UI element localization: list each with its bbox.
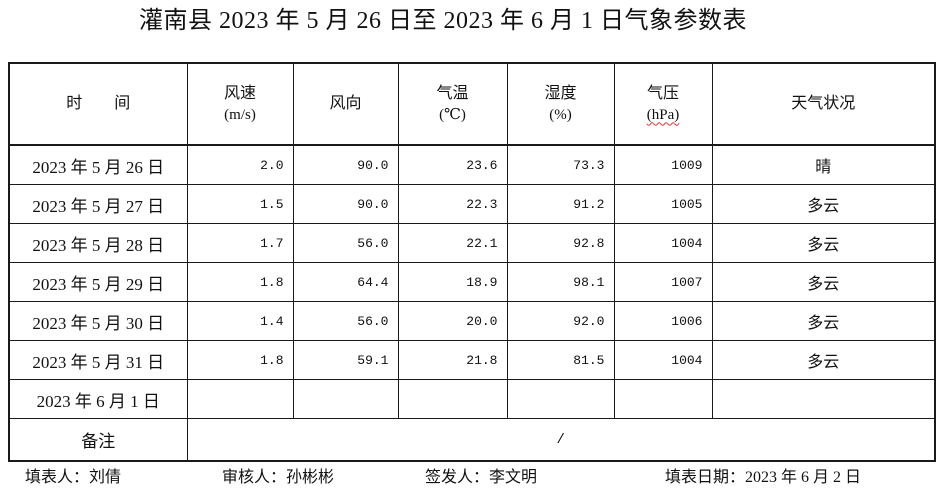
col-header-pressure: 气压 (hPa): [613, 62, 713, 146]
remark-value: /: [186, 418, 936, 462]
cell-temperature: 21.8: [397, 340, 508, 380]
col-header-weather-label: 天气状况: [791, 95, 856, 113]
cell-humidity: 92.0: [506, 301, 615, 341]
col-header-pressure-label: 气压: [646, 84, 679, 102]
table-row-may-27: 2023 年 5 月 27 日 1.5 90.0 22.3 91.2 1005 …: [8, 184, 936, 224]
col-header-wind-dir: 风向: [292, 62, 399, 146]
col-header-humidity: 湿度 (%): [506, 62, 615, 146]
cell-weather: [711, 379, 936, 419]
cell-wind-speed: 1.5: [186, 184, 294, 224]
cell-weather: 多云: [711, 184, 936, 224]
cell-weather: 多云: [711, 301, 936, 341]
cell-wind-speed: 1.7: [186, 223, 294, 263]
remark-label: 备注: [8, 418, 188, 462]
cell-date: 2023 年 5 月 29 日: [8, 262, 188, 302]
remark-row: 备注 /: [8, 418, 936, 462]
cell-temperature: 22.1: [397, 223, 508, 263]
cell-date: 2023 年 5 月 30 日: [8, 301, 188, 341]
cell-wind-speed: 1.8: [186, 340, 294, 380]
cell-wind-dir: 56.0: [292, 301, 399, 341]
cell-wind-speed: 1.8: [186, 262, 294, 302]
cell-wind-dir: [292, 379, 399, 419]
table-row-may-30: 2023 年 5 月 30 日 1.4 56.0 20.0 92.0 1006 …: [8, 301, 936, 341]
table-header-row: 时 间 风速 (m/s) 风向 气温 (℃) 湿度 (%): [8, 62, 936, 146]
cell-weather: 多云: [711, 262, 936, 302]
col-header-temperature-label: 气温: [436, 84, 469, 102]
col-header-weather: 天气状况: [711, 62, 936, 146]
signature-row: 填表人：刘倩 审核人：孙彬彬 签发人：李文明 填表日期：2023 年 6 月 2…: [0, 461, 942, 491]
cell-date: 2023 年 5 月 26 日: [8, 144, 188, 185]
cell-wind-dir: 90.0: [292, 184, 399, 224]
cell-wind-speed: [186, 379, 294, 419]
col-header-humidity-label: 湿度: [544, 84, 577, 102]
issued-by-label: 签发人：李文明: [425, 469, 538, 486]
cell-pressure: [613, 379, 713, 419]
table-row-may-29: 2023 年 5 月 29 日 1.8 64.4 18.9 98.1 1007 …: [8, 262, 936, 302]
cell-pressure: 1005: [613, 184, 713, 224]
cell-temperature: 23.6: [397, 144, 508, 185]
col-header-humidity-unit: (%): [549, 106, 572, 123]
col-header-temperature: 气温 (℃): [397, 62, 508, 146]
col-header-temperature-unit: (℃): [439, 106, 466, 123]
weather-table: 时 间 风速 (m/s) 风向 气温 (℃) 湿度 (%): [8, 62, 936, 462]
reviewed-by-label: 审核人：孙彬彬: [222, 469, 335, 486]
cell-wind-speed: 1.4: [186, 301, 294, 341]
fill-date-label: 填表日期：2023 年 6 月 2 日: [665, 469, 862, 486]
cell-date: 2023 年 5 月 31 日: [8, 340, 188, 380]
table-row-may-28: 2023 年 5 月 28 日 1.7 56.0 22.1 92.8 1004 …: [8, 223, 936, 263]
cell-temperature: 18.9: [397, 262, 508, 302]
cell-temperature: 20.0: [397, 301, 508, 341]
cell-wind-speed: 2.0: [186, 144, 294, 185]
table-row-may-31: 2023 年 5 月 31 日 1.8 59.1 21.8 81.5 1004 …: [8, 340, 936, 380]
cell-pressure: 1004: [613, 223, 713, 263]
cell-pressure: 1006: [613, 301, 713, 341]
table-row-may-26: 2023 年 5 月 26 日 2.0 90.0 23.6 73.3 1009 …: [8, 144, 936, 185]
cell-humidity: 81.5: [506, 340, 615, 380]
cell-wind-dir: 59.1: [292, 340, 399, 380]
cell-date: 2023 年 5 月 27 日: [8, 184, 188, 224]
cell-date: 2023 年 6 月 1 日: [8, 379, 188, 419]
cell-weather: 多云: [711, 223, 936, 263]
cell-humidity: 73.3: [506, 144, 615, 185]
cell-wind-dir: 64.4: [292, 262, 399, 302]
col-header-wind-speed-label: 风速: [223, 84, 256, 102]
cell-pressure: 1004: [613, 340, 713, 380]
col-header-wind-dir-label: 风向: [329, 95, 362, 113]
cell-pressure: 1009: [613, 144, 713, 185]
cell-date: 2023 年 5 月 28 日: [8, 223, 188, 263]
col-header-time-label: 时 间: [66, 95, 131, 113]
cell-pressure: 1007: [613, 262, 713, 302]
cell-humidity: 91.2: [506, 184, 615, 224]
cell-temperature: [397, 379, 508, 419]
cell-weather: 晴: [711, 144, 936, 185]
col-header-wind-speed-unit: (m/s): [224, 106, 256, 123]
cell-temperature: 22.3: [397, 184, 508, 224]
col-header-pressure-unit: (hPa): [646, 106, 680, 123]
cell-wind-dir: 56.0: [292, 223, 399, 263]
table-row-june-1: 2023 年 6 月 1 日: [8, 379, 936, 419]
document-title: 灌南县 2023 年 5 月 26 日至 2023 年 6 月 1 日气象参数表: [139, 8, 747, 34]
col-header-time: 时 间: [8, 62, 188, 146]
cell-humidity: 92.8: [506, 223, 615, 263]
filled-by-label: 填表人：刘倩: [25, 469, 122, 486]
col-header-wind-speed: 风速 (m/s): [186, 62, 294, 146]
cell-weather: 多云: [711, 340, 936, 380]
cell-humidity: [506, 379, 615, 419]
cell-humidity: 98.1: [506, 262, 615, 302]
cell-wind-dir: 90.0: [292, 144, 399, 185]
